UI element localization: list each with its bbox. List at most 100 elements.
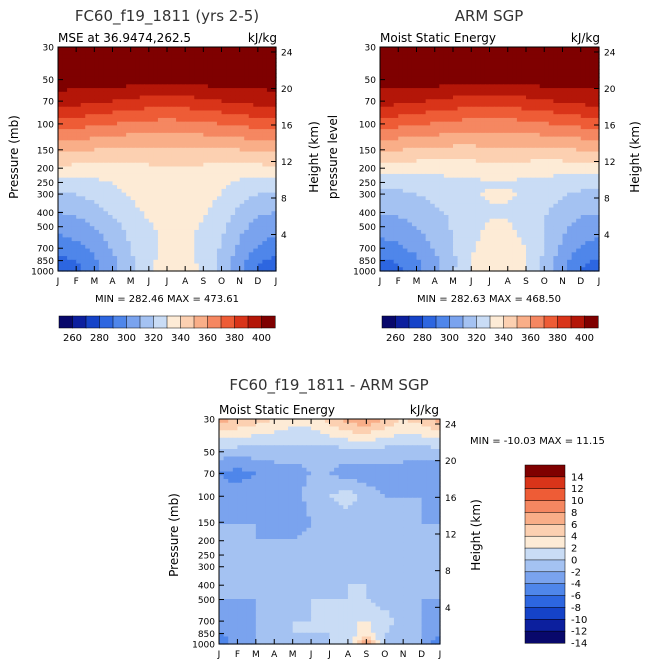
p2-cell bbox=[444, 77, 449, 81]
p1-cell bbox=[153, 103, 158, 107]
p2-cell bbox=[467, 159, 472, 163]
p1-cell bbox=[153, 155, 158, 159]
p1-cell bbox=[149, 181, 154, 185]
p1-cell bbox=[199, 88, 204, 92]
p1-cell bbox=[94, 200, 99, 204]
p1-cell bbox=[240, 230, 245, 234]
p2-cell bbox=[448, 69, 453, 73]
p2-cell bbox=[430, 163, 435, 167]
p1-cell bbox=[262, 234, 267, 238]
p2-cell bbox=[590, 73, 595, 77]
p1-cell bbox=[222, 211, 227, 215]
p1-cell bbox=[149, 129, 154, 133]
p2-cell bbox=[526, 73, 531, 77]
p1-cell bbox=[203, 62, 208, 66]
p1-cell bbox=[194, 208, 199, 212]
p1-cell bbox=[194, 200, 199, 204]
p1-cell bbox=[126, 204, 131, 208]
p1-cell bbox=[85, 122, 90, 126]
p2-cell bbox=[444, 110, 449, 114]
p1-cell bbox=[76, 88, 81, 92]
p1-cell bbox=[203, 185, 208, 189]
p1-cell bbox=[203, 148, 208, 152]
p2-cell bbox=[462, 58, 467, 62]
p2-cell bbox=[535, 66, 540, 70]
p1-cell bbox=[113, 181, 118, 185]
p1-cell bbox=[217, 54, 222, 58]
p2-cell bbox=[398, 73, 403, 77]
p1-cell bbox=[267, 54, 272, 58]
p1-cell bbox=[190, 118, 195, 122]
p1-cell bbox=[144, 125, 149, 129]
p1-cell bbox=[76, 54, 81, 58]
p1-cell bbox=[203, 96, 208, 100]
p2-cell bbox=[439, 58, 444, 62]
p1-cell bbox=[203, 125, 208, 129]
p2-cell bbox=[563, 66, 568, 70]
p1-cell bbox=[176, 222, 181, 226]
p1-cell bbox=[240, 69, 245, 73]
p2-cell bbox=[417, 137, 422, 141]
p2-cell bbox=[563, 69, 568, 73]
p1-cell bbox=[113, 110, 118, 114]
p2-cell bbox=[480, 73, 485, 77]
p2-cell bbox=[458, 170, 463, 174]
p1-cell bbox=[58, 58, 63, 62]
p1-cell bbox=[176, 54, 181, 58]
p2-cell bbox=[558, 103, 563, 107]
p1-cell bbox=[126, 92, 131, 96]
p1-cell bbox=[162, 99, 167, 103]
p1-cell bbox=[67, 200, 72, 204]
p2-cell bbox=[517, 69, 522, 73]
p2-cell bbox=[490, 125, 495, 129]
p1-cell bbox=[258, 152, 263, 156]
p2-cell bbox=[412, 77, 417, 81]
p1-cell bbox=[190, 137, 195, 141]
p1-cell bbox=[149, 219, 154, 223]
p1-cell bbox=[208, 54, 213, 58]
p2-cell bbox=[430, 193, 435, 197]
p1-cell bbox=[172, 174, 177, 178]
p2-cell bbox=[490, 110, 495, 114]
p1-cell bbox=[103, 66, 108, 70]
p2-cell bbox=[535, 137, 540, 141]
p2-cell bbox=[485, 200, 490, 204]
p1-cell bbox=[76, 219, 81, 223]
p1-cell bbox=[158, 96, 163, 100]
p1-cell bbox=[131, 181, 136, 185]
p2-cell bbox=[590, 118, 595, 122]
p1-cell bbox=[167, 200, 172, 204]
p1-cell bbox=[267, 133, 272, 137]
p2-cell bbox=[576, 88, 581, 92]
p1-cell bbox=[67, 185, 72, 189]
p1-cell bbox=[226, 66, 231, 70]
p2-cell bbox=[471, 185, 476, 189]
p1-cell bbox=[194, 181, 199, 185]
p1-cell bbox=[262, 174, 267, 178]
p1-cell bbox=[117, 159, 122, 163]
p2-cell bbox=[453, 193, 458, 197]
p1-cell bbox=[226, 241, 231, 245]
p2-cell bbox=[426, 170, 431, 174]
p1-cell bbox=[185, 260, 190, 264]
p2-cell bbox=[531, 133, 536, 137]
p1-cell bbox=[244, 110, 249, 114]
p1-cell bbox=[126, 118, 131, 122]
p2-cell bbox=[412, 125, 417, 129]
p2-cell bbox=[385, 99, 390, 103]
p1-cell bbox=[244, 219, 249, 223]
p2-cell bbox=[503, 66, 508, 70]
p1-cell bbox=[162, 159, 167, 163]
p1-cell bbox=[58, 185, 63, 189]
p2-cell bbox=[407, 174, 412, 178]
p1-cell bbox=[244, 256, 249, 260]
p2-cell bbox=[385, 107, 390, 111]
p2-cell bbox=[458, 110, 463, 114]
p2-cell bbox=[448, 189, 453, 193]
p2-cell bbox=[485, 129, 490, 133]
p1-cell bbox=[126, 219, 131, 223]
p2-cell bbox=[581, 193, 586, 197]
p1-cell bbox=[76, 144, 81, 148]
p2-cell bbox=[572, 137, 577, 141]
p1-cell bbox=[103, 129, 108, 133]
